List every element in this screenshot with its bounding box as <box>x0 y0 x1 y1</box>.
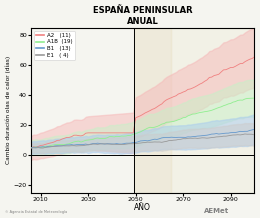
Title: ESPAÑA PENINSULAR
ANUAL: ESPAÑA PENINSULAR ANUAL <box>93 5 193 26</box>
Legend: A2   (11), A1B  (19), B1   (13), E1   ( 4): A2 (11), A1B (19), B1 (13), E1 ( 4) <box>34 31 75 60</box>
Text: © Agencia Estatal de Meteorología: © Agencia Estatal de Meteorología <box>5 210 67 214</box>
Bar <box>171 28 255 193</box>
Bar <box>134 28 171 193</box>
X-axis label: AÑO: AÑO <box>134 203 151 213</box>
Y-axis label: Cambio duración olas de calor (días): Cambio duración olas de calor (días) <box>5 56 11 164</box>
Text: AEMet: AEMet <box>204 208 229 214</box>
